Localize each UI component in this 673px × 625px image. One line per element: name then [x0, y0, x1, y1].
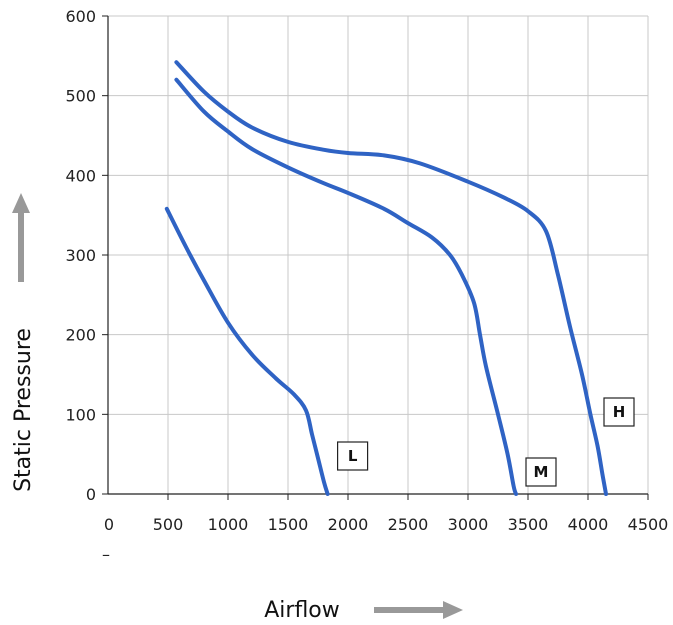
curve-tag-h: H [603, 397, 635, 427]
y-axis-arrow [12, 193, 30, 282]
y-tick-labels: 0 100 200 300 400 500 600 [65, 7, 96, 504]
curve-tag-m: M [525, 457, 557, 487]
curve-tag-box [337, 441, 369, 471]
x-tick-label: 1500 [268, 515, 309, 534]
x-axis-title: Airflow [264, 598, 340, 623]
axes [102, 15, 649, 500]
x-axis-arrow [374, 601, 463, 619]
curve-tag-label: L [348, 447, 358, 465]
curves [164, 60, 608, 496]
curve-tag-l: L [337, 441, 369, 471]
x-tick-label: 3000 [448, 515, 489, 534]
curve-tag-label: H [613, 403, 626, 421]
x-tick-label: 0 [104, 515, 114, 534]
curve-l [164, 206, 330, 496]
y-tick-label: 500 [65, 87, 96, 106]
curve-tag-box [603, 397, 635, 427]
y-tick-label: 600 [65, 7, 96, 26]
curve-tag-box [525, 457, 557, 487]
grid [108, 15, 649, 494]
y-axis-title: Static Pressure [11, 328, 36, 492]
x-tick-label: 1000 [208, 515, 249, 534]
y-tick-label: 100 [65, 405, 96, 424]
x-tick-labels: 0 500 1000 1500 2000 2500 3000 3500 4000 4500 [104, 515, 668, 534]
y-tick-label: 0 [86, 485, 96, 504]
x-axis-extra-mark: – [102, 545, 110, 564]
curve-tag-label: M [534, 463, 549, 481]
right-arrow-icon [374, 601, 463, 619]
x-tick-label: 500 [153, 515, 184, 534]
curve-tags: L M H [337, 397, 635, 487]
y-tick-label: 400 [65, 166, 96, 185]
up-arrow-icon [12, 193, 30, 282]
curve-h [174, 60, 608, 496]
y-tick-label: 200 [65, 326, 96, 345]
x-tick-label: 2000 [328, 515, 369, 534]
x-tick-label: 4000 [568, 515, 609, 534]
x-tick-label: 3500 [508, 515, 549, 534]
x-tick-label: 4500 [628, 515, 669, 534]
x-tick-label: 2500 [388, 515, 429, 534]
y-tick-label: 300 [65, 246, 96, 265]
curve-m [174, 77, 518, 496]
